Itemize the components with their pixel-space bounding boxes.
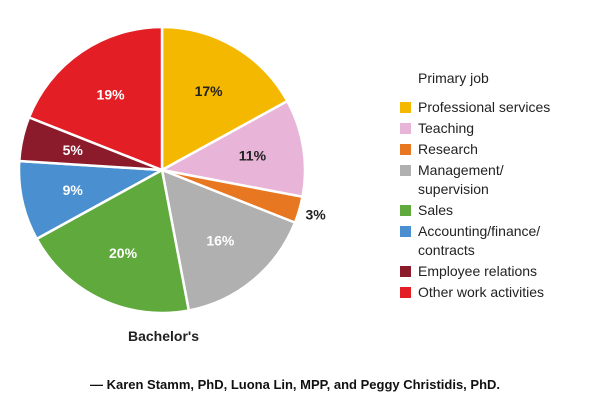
legend-label: Accounting/finance/contracts (418, 223, 541, 258)
legend-swatch (400, 123, 411, 134)
legend-title: Primary job (418, 70, 489, 86)
legend-item-1: Teaching (400, 119, 585, 138)
legend-swatch (400, 226, 411, 237)
slice-label-2: 3% (306, 207, 327, 223)
legend-label: Other work activities (418, 284, 545, 300)
legend-item-7: Other work activities (400, 283, 585, 302)
slice-label-1: 11% (239, 148, 267, 164)
legend-item-3: Management/supervision (400, 161, 585, 199)
pie-slice-1 (158, 99, 307, 199)
legend-label: Teaching (418, 120, 475, 136)
slice-label-6: 5% (63, 142, 84, 158)
legend-swatch (400, 165, 411, 176)
pie-chart: 17% 11% 3% 16% 20% 9% 5% 19% (17, 25, 327, 315)
legend-items: Professional services Teaching Research Man… (400, 98, 585, 302)
chart-caption: Bachelor's (128, 328, 200, 344)
slice-label-0: 17% (195, 83, 224, 99)
legend-label: Research (418, 141, 478, 157)
credit-line: — Karen Stamm, PhD, Luona Lin, MPP, and … (89, 377, 501, 392)
pie-slice-5 (17, 159, 167, 241)
slice-label-4: 20% (109, 245, 138, 261)
pie-slice-7 (27, 25, 164, 172)
legend-item-4: Sales (400, 201, 585, 220)
legend-label: Sales (418, 202, 454, 218)
legend-label: Employee relations (418, 263, 538, 279)
legend-item-6: Employee relations (400, 262, 585, 281)
legend-item-2: Research (400, 140, 585, 159)
legend-swatch (400, 287, 411, 298)
legend-label: Management/supervision (418, 162, 504, 197)
legend-swatch (400, 144, 411, 155)
slice-label-3: 16% (206, 233, 235, 249)
pie-slice-4 (34, 168, 191, 315)
pie-slice-3 (160, 168, 297, 312)
legend: Primary job Professional services Teachin… (400, 70, 585, 304)
legend-swatch (400, 102, 411, 113)
legend-label: Professional services (418, 99, 551, 115)
slice-label-7: 19% (97, 86, 126, 102)
legend-item-0: Professional services (400, 98, 585, 117)
legend-swatch (400, 266, 411, 277)
legend-swatch (400, 205, 411, 216)
pie-slice-0 (160, 25, 290, 173)
slice-label-5: 9% (63, 182, 84, 198)
legend-item-5: Accounting/finance/contracts (400, 222, 585, 260)
